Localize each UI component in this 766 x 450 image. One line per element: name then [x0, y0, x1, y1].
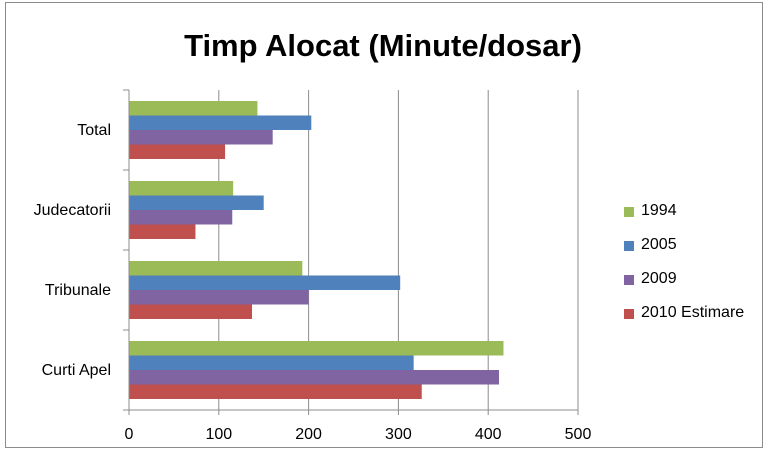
bar-3-3	[129, 384, 422, 399]
legend-swatch-2	[624, 275, 634, 285]
x-tick-label-1: 100	[205, 426, 232, 443]
category-label-0: Total	[77, 122, 111, 139]
chart-title: Timp Alocat (Minute/dosar)	[184, 28, 582, 63]
legend-label-0: 1994	[641, 202, 677, 219]
bar-3-2	[129, 370, 499, 385]
x-tick-label-2: 200	[295, 426, 322, 443]
category-label-3: Curti Apel	[42, 362, 111, 379]
bar-1-1	[129, 195, 264, 210]
bar-1-3	[129, 224, 196, 239]
legend-label-2: 2009	[641, 270, 677, 287]
bar-2-0	[129, 261, 303, 276]
bar-1-0	[129, 181, 234, 196]
category-label-1: Judecatorii	[34, 202, 111, 219]
x-tick-label-5: 500	[565, 426, 592, 443]
bar-0-1	[129, 115, 312, 130]
bar-2-3	[129, 304, 253, 319]
legend-label-3: 2010 Estimare	[641, 304, 745, 321]
category-label-2: Tribunale	[45, 282, 111, 299]
bar-2-1	[129, 275, 401, 290]
bar-2-2	[129, 290, 309, 305]
legend-swatch-3	[624, 309, 634, 319]
bar-0-2	[129, 130, 273, 145]
bar-3-1	[129, 355, 414, 370]
x-tick-label-3: 300	[385, 426, 412, 443]
legend-swatch-0	[624, 207, 634, 217]
legend-swatch-1	[624, 241, 634, 251]
bar-1-2	[129, 210, 233, 225]
legend-label-1: 2005	[641, 236, 677, 253]
bar-0-3	[129, 144, 226, 159]
x-tick-label-4: 400	[475, 426, 502, 443]
bar-0-0	[129, 101, 258, 116]
x-tick-label-0: 0	[125, 426, 134, 443]
bar-3-0	[129, 341, 504, 356]
